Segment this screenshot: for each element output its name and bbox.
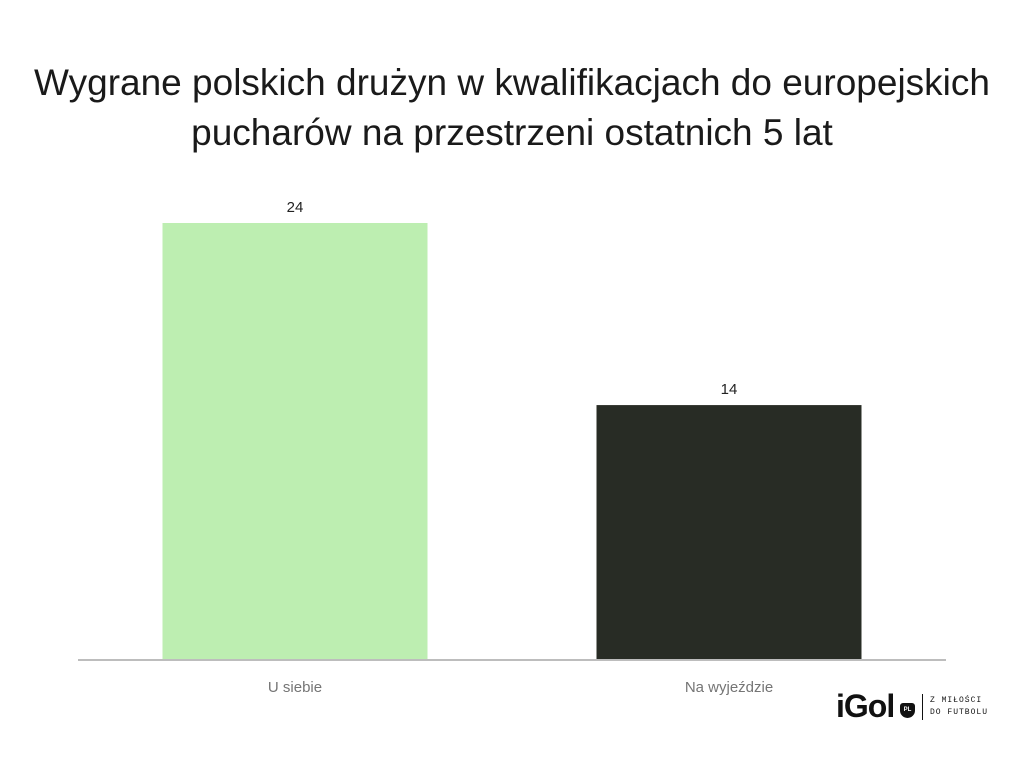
logo-brand: iGol [836, 688, 895, 724]
bar-value-label: 24 [287, 199, 304, 216]
logo-tagline: Z MIŁOŚCI DO FUTBOLU [930, 695, 988, 719]
igol-logo: iGol PL Z MIŁOŚCI DO FUTBOLU [836, 688, 996, 728]
logo-badge: PL [900, 703, 915, 718]
x-tick-label: U siebie [268, 679, 322, 696]
chart-title: Wygrane polskich drużyn w kwalifikacjach… [34, 62, 990, 153]
logo-tagline-line1: Z MIŁOŚCI [930, 696, 983, 705]
bar-na-wyjezdzie [596, 405, 862, 660]
bar-value-label: 14 [721, 381, 738, 398]
logo-divider [922, 694, 923, 720]
logo-tagline-line2: DO FUTBOLU [930, 708, 989, 717]
bar-u-siebie [162, 223, 428, 660]
bars-layer [162, 223, 862, 660]
x-tick-label: Na wyjeździe [685, 679, 773, 696]
labels-layer: 24 U siebie 14 Na wyjeździe [268, 199, 773, 696]
